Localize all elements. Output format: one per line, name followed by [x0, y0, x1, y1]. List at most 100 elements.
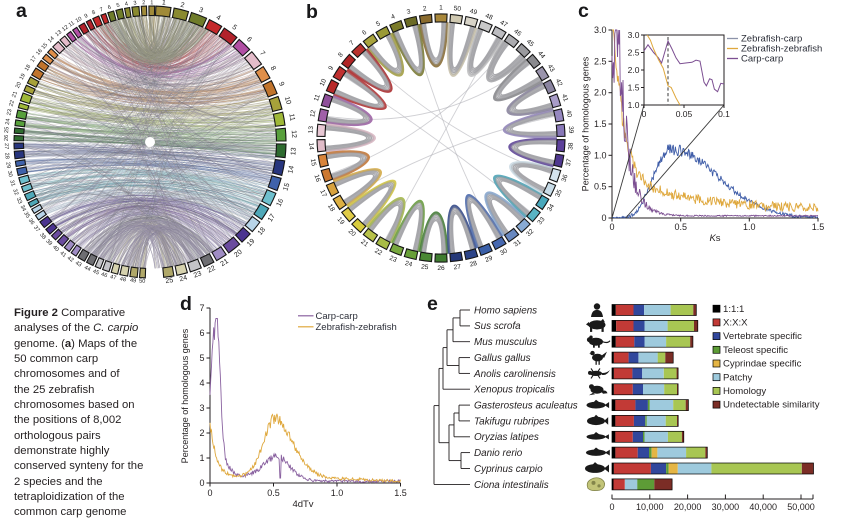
svg-text:42: 42 — [66, 255, 75, 263]
svg-text:49: 49 — [469, 8, 478, 17]
svg-text:5: 5 — [375, 20, 382, 28]
svg-text:9: 9 — [327, 65, 335, 72]
svg-text:30,000: 30,000 — [712, 502, 740, 512]
svg-text:39: 39 — [567, 126, 575, 134]
svg-text:44: 44 — [536, 50, 546, 60]
svg-text:39: 39 — [44, 238, 53, 247]
svg-text:3: 3 — [198, 7, 204, 15]
svg-text:36: 36 — [561, 173, 570, 182]
svg-text:19: 19 — [19, 73, 27, 81]
svg-text:27: 27 — [453, 263, 461, 271]
svg-text:Carp-carp: Carp-carp — [316, 311, 358, 322]
svg-text:5: 5 — [116, 3, 120, 10]
svg-text:43: 43 — [546, 63, 556, 73]
svg-text:16: 16 — [276, 198, 286, 208]
svg-text:1.0: 1.0 — [331, 488, 344, 498]
svg-text:41: 41 — [58, 250, 67, 259]
svg-text:Homo sapiens: Homo sapiens — [474, 305, 537, 316]
svg-text:2.0: 2.0 — [628, 65, 640, 75]
svg-text:30: 30 — [6, 170, 13, 177]
svg-text:20,000: 20,000 — [674, 502, 702, 512]
svg-text:12: 12 — [61, 24, 70, 33]
svg-text:Carp-carp: Carp-carp — [741, 54, 783, 65]
svg-text:1: 1 — [439, 5, 443, 12]
svg-text:37: 37 — [565, 158, 573, 167]
svg-text:6: 6 — [361, 29, 368, 37]
svg-text:14: 14 — [287, 165, 295, 174]
svg-text:10,000: 10,000 — [636, 502, 664, 512]
svg-text:Percentage of homologous genes: Percentage of homologous genes — [180, 328, 190, 463]
svg-text:Teleost specific: Teleost specific — [723, 345, 788, 356]
svg-text:2: 2 — [180, 2, 185, 10]
svg-text:42: 42 — [554, 78, 564, 88]
svg-text:32: 32 — [525, 228, 535, 238]
svg-text:1.0: 1.0 — [628, 100, 640, 110]
svg-text:11: 11 — [313, 93, 322, 102]
svg-text:13: 13 — [54, 29, 63, 38]
svg-text:1.0: 1.0 — [743, 222, 756, 232]
svg-text:34: 34 — [546, 203, 556, 213]
svg-text:16: 16 — [35, 48, 44, 57]
svg-text:13: 13 — [308, 126, 316, 134]
svg-text:34: 34 — [19, 204, 27, 212]
svg-text:15: 15 — [309, 158, 317, 167]
svg-text:16: 16 — [312, 174, 321, 183]
svg-text:2: 2 — [422, 5, 427, 12]
svg-text:Homology: Homology — [723, 386, 766, 397]
svg-text:8: 8 — [337, 51, 345, 59]
svg-text:1.5: 1.5 — [628, 83, 640, 93]
svg-text:2: 2 — [199, 428, 204, 438]
svg-text:19: 19 — [335, 216, 345, 226]
svg-text:23: 23 — [6, 109, 13, 116]
svg-text:18: 18 — [24, 64, 32, 72]
svg-text:Ciona intestinalis: Ciona intestinalis — [474, 480, 549, 491]
svg-text:17: 17 — [318, 189, 328, 199]
svg-text:3: 3 — [406, 8, 412, 16]
svg-text:Oryzias latipes: Oryzias latipes — [474, 432, 539, 443]
svg-text:29: 29 — [484, 255, 494, 264]
svg-text:3.0: 3.0 — [628, 30, 640, 40]
svg-text:20: 20 — [15, 81, 23, 89]
svg-text:19: 19 — [246, 238, 257, 249]
svg-text:21: 21 — [11, 91, 19, 99]
svg-text:1:1:1: 1:1:1 — [723, 304, 744, 315]
svg-text:46: 46 — [512, 28, 522, 38]
svg-text:40: 40 — [565, 109, 573, 118]
svg-text:3.0: 3.0 — [594, 25, 607, 35]
svg-text:10: 10 — [75, 16, 83, 24]
svg-text:12: 12 — [309, 109, 317, 118]
svg-text:7: 7 — [99, 7, 104, 14]
svg-text:0.5: 0.5 — [594, 182, 607, 192]
svg-text:31: 31 — [513, 238, 523, 248]
svg-text:14: 14 — [47, 36, 56, 45]
svg-text:28: 28 — [469, 260, 478, 269]
svg-text:38: 38 — [567, 142, 575, 150]
svg-text:15: 15 — [41, 42, 50, 51]
svg-text:Patchy: Patchy — [723, 372, 753, 383]
svg-text:20: 20 — [347, 228, 357, 238]
svg-text:0: 0 — [601, 213, 606, 223]
svg-text:43: 43 — [74, 260, 82, 268]
svg-text:4: 4 — [199, 378, 204, 388]
svg-text:4: 4 — [124, 1, 128, 7]
svg-text:Zebrafish-zebrafish: Zebrafish-zebrafish — [316, 322, 397, 333]
svg-text:3: 3 — [199, 403, 204, 413]
svg-text:23: 23 — [193, 270, 203, 279]
svg-text:1: 1 — [150, 0, 153, 6]
svg-text:18: 18 — [257, 226, 267, 237]
svg-text:48: 48 — [484, 13, 494, 22]
svg-text:21: 21 — [359, 239, 369, 249]
svg-text:41: 41 — [560, 93, 569, 102]
svg-text:47: 47 — [109, 274, 117, 281]
svg-text:Cyprinus carpio: Cyprinus carpio — [474, 464, 543, 475]
svg-text:8: 8 — [269, 65, 277, 72]
svg-text:4: 4 — [215, 14, 222, 22]
svg-text:26: 26 — [4, 135, 10, 141]
svg-text:50,000: 50,000 — [787, 502, 815, 512]
svg-text:0: 0 — [199, 478, 204, 488]
svg-text:Ks: Ks — [709, 233, 720, 244]
svg-text:Mus musculus: Mus musculus — [474, 337, 537, 348]
svg-text:15: 15 — [282, 182, 291, 192]
svg-text:7: 7 — [258, 50, 266, 57]
svg-text:24: 24 — [404, 260, 413, 269]
